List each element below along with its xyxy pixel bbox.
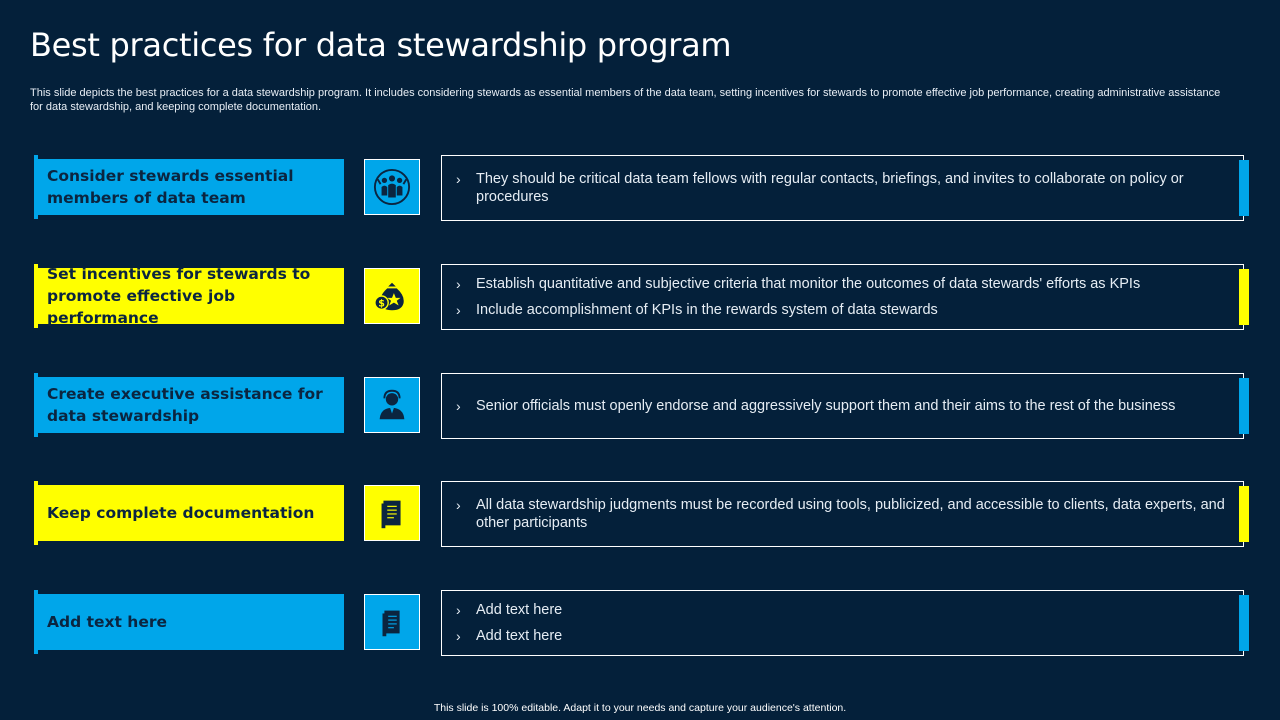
practice-row-incentives: Set incentives for stewards to promote e… [0, 264, 1280, 334]
practice-label: Add text here [34, 590, 344, 654]
accent-bar [1239, 378, 1249, 434]
accent-bar [1239, 160, 1249, 216]
chevron-right-icon: › [456, 302, 461, 318]
team-icon [364, 159, 420, 215]
practice-label: Keep complete documentation [34, 481, 344, 545]
svg-text:$: $ [378, 298, 385, 309]
bullet-item: › Senior officials must openly endorse an… [456, 398, 1176, 414]
practice-description: › Establish quantitative and subjective c… [441, 264, 1249, 330]
practice-row-placeholder: Add text here › Add text here › Add text h… [0, 590, 1280, 660]
practice-description: › All data stewardship judgments must be … [441, 481, 1249, 547]
document-icon [364, 485, 420, 541]
practice-description: › Add text here › Add text here [441, 590, 1249, 656]
footer-note: This slide is 100% editable. Adapt it to… [433, 702, 847, 714]
practice-row-stewards: Consider stewards essential members of d… [0, 155, 1280, 225]
accent-bar [1239, 486, 1249, 542]
practice-description: › Senior officials must openly endorse an… [441, 373, 1249, 439]
bullet-item: › Add text here [456, 602, 563, 618]
chevron-right-icon: › [456, 497, 461, 513]
money-bag-icon: $ [364, 268, 420, 324]
document-icon [364, 594, 420, 650]
practice-label: Consider stewards essential members of d… [34, 155, 344, 219]
bullet-item: › Add text here [456, 628, 563, 644]
bullet-item: › They should be critical data team fello… [456, 171, 1184, 205]
page-title: Best practices for data stewardship prog… [30, 26, 732, 64]
chevron-right-icon: › [456, 602, 461, 618]
bullet-item: › Include accomplishment of KPIs in the r… [456, 302, 938, 318]
chevron-right-icon: › [456, 628, 461, 644]
practice-row-executive: Create executive assistance for data ste… [0, 373, 1280, 443]
page-subtitle: This slide depicts the best practices fo… [30, 87, 1221, 113]
bullet-item: › Establish quantitative and subjective c… [456, 276, 1141, 292]
accent-bar [1239, 595, 1249, 651]
chevron-right-icon: › [456, 276, 461, 292]
chevron-right-icon: › [456, 171, 461, 187]
practice-description: › They should be critical data team fello… [441, 155, 1249, 221]
practice-label: Set incentives for stewards to promote e… [34, 264, 344, 328]
practice-row-documentation: Keep complete documentation › All data st… [0, 481, 1280, 551]
executive-icon [364, 377, 420, 433]
accent-bar [1239, 269, 1249, 325]
practice-label: Create executive assistance for data ste… [34, 373, 344, 437]
chevron-right-icon: › [456, 398, 461, 414]
bullet-item: › All data stewardship judgments must be … [456, 497, 1225, 531]
